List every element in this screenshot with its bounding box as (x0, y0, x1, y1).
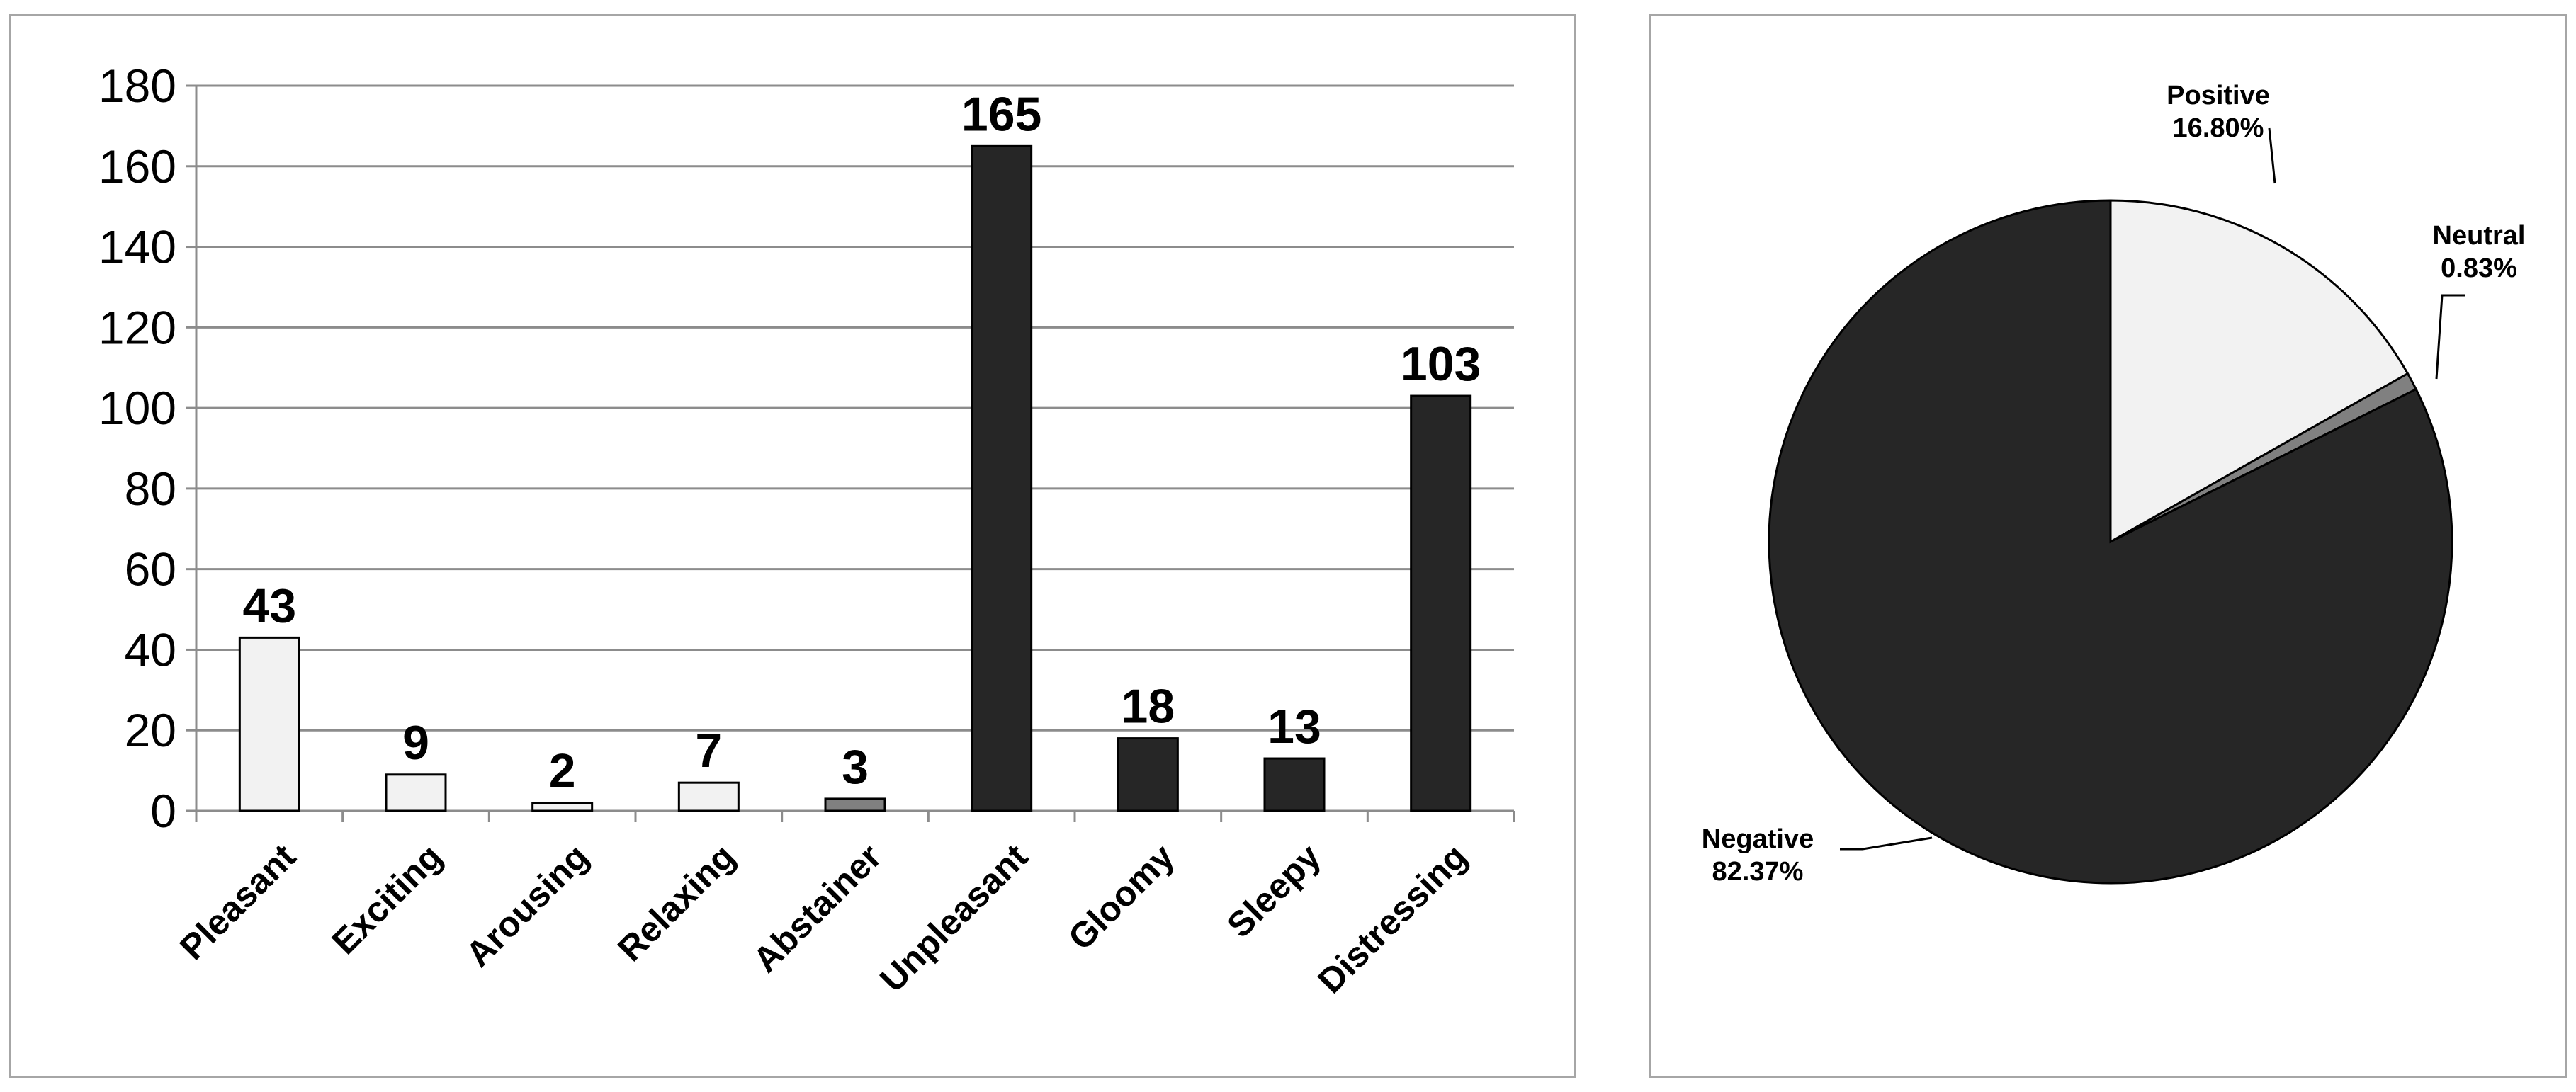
category-label: Arousing (458, 836, 597, 974)
category-label: Relaxing (610, 836, 742, 969)
data-label: 165 (961, 87, 1041, 141)
data-label: 103 (1401, 337, 1481, 391)
y-tick-label: 100 (98, 382, 176, 434)
category-label: Sleepy (1219, 836, 1328, 945)
pie-slice-negative (1768, 199, 2453, 885)
bar-abstainer (824, 797, 886, 812)
y-tick-label: 160 (98, 140, 176, 193)
leader-line (2268, 127, 2276, 184)
bar-arousing (531, 802, 594, 812)
category-label: Gloomy (1061, 836, 1182, 957)
bar-exciting (385, 773, 447, 812)
category-label: Exciting (324, 836, 450, 962)
leader-line (1840, 836, 1933, 851)
category-label: Pleasant (172, 836, 303, 967)
bar-chart: 0 20 40 60 80 100 120 140 160 180 43 Pleasant 9 Excit… (98, 59, 1515, 1001)
category-label: Unpleasant (872, 836, 1035, 999)
category-label: Distressing (1310, 836, 1474, 1001)
y-tick-label: 60 (125, 543, 176, 596)
pie-label-name: Positive (2167, 81, 2270, 110)
data-label: 18 (1122, 680, 1175, 734)
y-tick-label: 180 (98, 59, 176, 112)
bar-chart-panel: 0 20 40 60 80 100 120 140 160 180 43 Pleasant 9 Excit… (9, 14, 1576, 1078)
y-tick-label: 0 (150, 785, 176, 837)
y-tick-label: 80 (125, 462, 176, 515)
pie-label-percent: 16.80% (2173, 113, 2264, 143)
y-tick-label: 140 (98, 221, 176, 273)
data-label: 2 (549, 744, 576, 798)
pie-label-percent: 0.83% (2441, 254, 2517, 283)
category-label: Abstainer (745, 836, 889, 980)
y-tick-label: 40 (125, 623, 176, 676)
data-label: 3 (842, 740, 869, 794)
y-tick-label: 120 (98, 301, 176, 353)
bar-gloomy (1117, 737, 1179, 812)
bar-relaxing (677, 781, 740, 812)
bar-unpleasant (971, 144, 1033, 812)
leader-line (2435, 294, 2465, 380)
pie-label-percent: 82.37% (1712, 857, 1804, 887)
pie-chart-panel: Positive 16.80% Neutral 0.83% Negative 82.37% (1649, 14, 2567, 1078)
data-label: 7 (695, 724, 722, 778)
data-label: 13 (1267, 700, 1321, 753)
pie-label-name: Negative (1702, 824, 1814, 854)
bar-distressing (1410, 394, 1472, 812)
data-label: 43 (243, 579, 297, 632)
y-tick-label: 20 (125, 704, 176, 756)
bar-sleepy (1263, 757, 1326, 812)
data-label: 9 (402, 716, 429, 770)
bar-pleasant (238, 636, 300, 812)
pie-slice-positive (2109, 199, 2410, 544)
pie-label-name: Neutral (2433, 221, 2526, 251)
